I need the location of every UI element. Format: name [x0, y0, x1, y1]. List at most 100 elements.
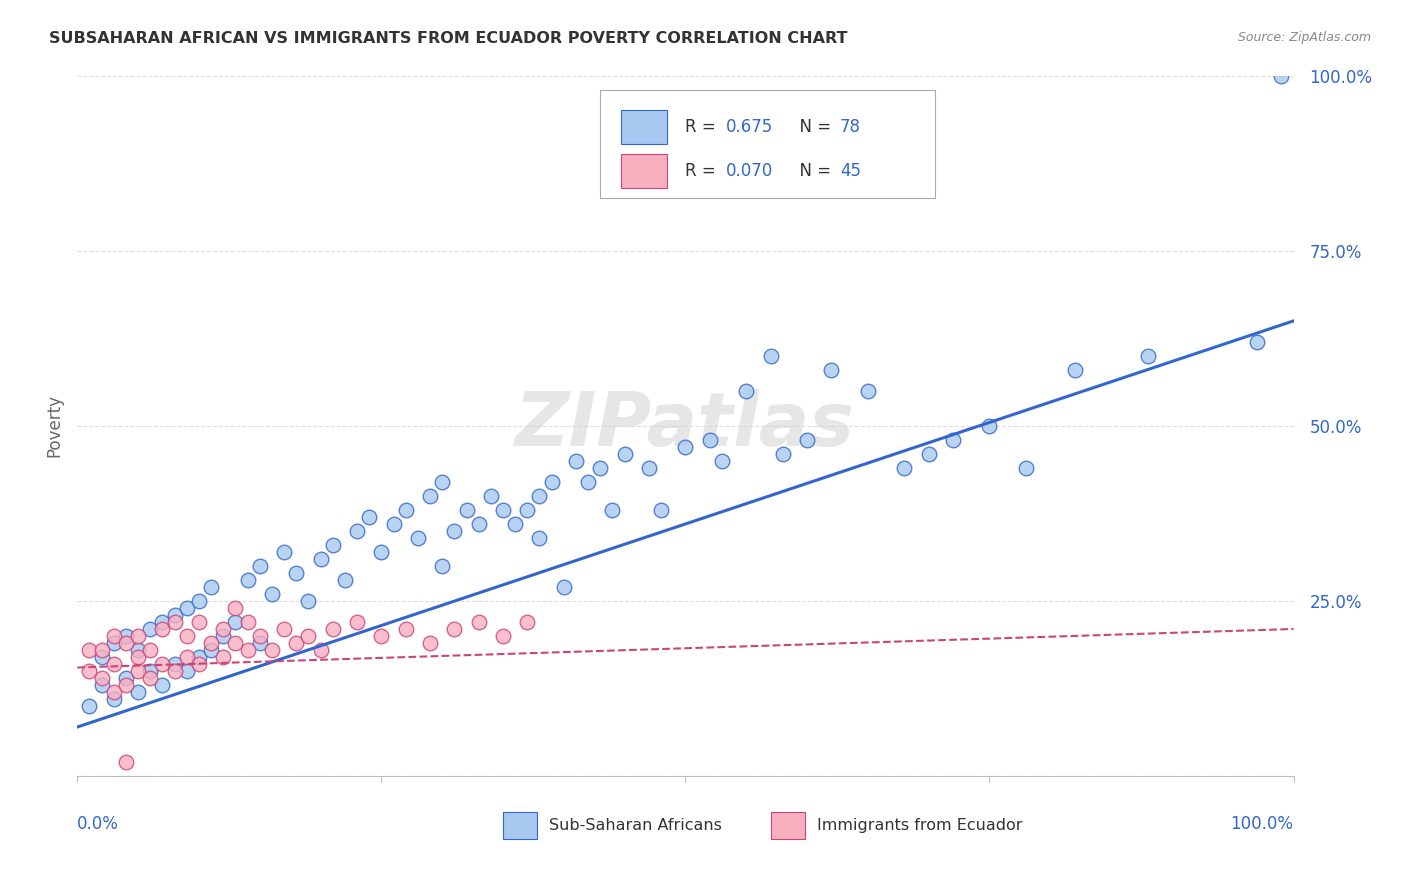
Point	[370, 545, 392, 559]
Point	[176, 629, 198, 643]
FancyBboxPatch shape	[621, 110, 668, 144]
Point	[1136, 349, 1159, 363]
Point	[820, 363, 842, 377]
Text: Sub-Saharan Africans: Sub-Saharan Africans	[550, 818, 723, 833]
Point	[224, 636, 246, 650]
Point	[139, 671, 162, 685]
Point	[188, 615, 211, 629]
Point	[602, 503, 624, 517]
Point	[224, 601, 246, 615]
Point	[212, 650, 235, 665]
Point	[1270, 69, 1292, 83]
Point	[759, 349, 782, 363]
Text: Immigrants from Ecuador: Immigrants from Ecuador	[817, 818, 1022, 833]
Point	[467, 516, 489, 531]
Point	[176, 650, 198, 665]
Point	[479, 489, 502, 503]
Point	[529, 531, 551, 545]
Point	[856, 384, 879, 398]
Point	[152, 622, 174, 636]
Point	[359, 510, 381, 524]
Text: SUBSAHARAN AFRICAN VS IMMIGRANTS FROM ECUADOR POVERTY CORRELATION CHART: SUBSAHARAN AFRICAN VS IMMIGRANTS FROM EC…	[49, 31, 848, 46]
Point	[127, 629, 149, 643]
Point	[492, 629, 515, 643]
Point	[163, 615, 186, 629]
Point	[613, 447, 636, 461]
Point	[127, 664, 149, 678]
Point	[260, 643, 283, 657]
Point	[103, 692, 125, 706]
Point	[346, 524, 368, 538]
Point	[419, 636, 441, 650]
Point	[456, 503, 478, 517]
Point	[103, 629, 125, 643]
Point	[565, 454, 588, 468]
Point	[675, 440, 697, 454]
Point	[297, 629, 319, 643]
Point	[188, 594, 211, 608]
Point	[115, 678, 138, 692]
Point	[139, 664, 162, 678]
Point	[370, 629, 392, 643]
Point	[406, 531, 429, 545]
Point	[188, 650, 211, 665]
Point	[79, 664, 101, 678]
Point	[893, 461, 915, 475]
Point	[176, 601, 198, 615]
Point	[224, 615, 246, 629]
Text: 45: 45	[839, 162, 860, 180]
Point	[200, 636, 222, 650]
FancyBboxPatch shape	[621, 154, 668, 188]
Text: 78: 78	[839, 118, 860, 136]
Point	[297, 594, 319, 608]
Point	[163, 664, 186, 678]
Point	[589, 461, 612, 475]
Point	[163, 657, 186, 671]
Point	[553, 580, 575, 594]
Point	[127, 685, 149, 699]
FancyBboxPatch shape	[600, 90, 935, 198]
Text: 0.0%: 0.0%	[77, 814, 120, 832]
Point	[90, 678, 112, 692]
Point	[115, 671, 138, 685]
Y-axis label: Poverty: Poverty	[45, 394, 63, 458]
Point	[1246, 334, 1268, 349]
Point	[188, 657, 211, 671]
Point	[918, 447, 941, 461]
Point	[260, 587, 283, 601]
Point	[638, 461, 661, 475]
Point	[152, 615, 174, 629]
FancyBboxPatch shape	[503, 813, 537, 839]
Point	[139, 643, 162, 657]
Point	[273, 622, 295, 636]
Point	[163, 607, 186, 622]
Point	[443, 622, 465, 636]
Point	[249, 636, 271, 650]
Point	[309, 643, 332, 657]
Point	[212, 622, 235, 636]
Point	[273, 545, 295, 559]
Point	[103, 636, 125, 650]
Point	[90, 643, 112, 657]
Point	[1063, 363, 1085, 377]
Point	[382, 516, 405, 531]
Point	[249, 558, 271, 574]
Point	[139, 622, 162, 636]
Point	[103, 685, 125, 699]
Point	[236, 573, 259, 587]
Point	[492, 503, 515, 517]
Point	[516, 615, 538, 629]
Point	[540, 475, 562, 489]
Point	[152, 678, 174, 692]
Point	[735, 384, 758, 398]
Point	[322, 622, 344, 636]
Point	[236, 643, 259, 657]
Point	[333, 573, 356, 587]
Point	[529, 489, 551, 503]
Point	[979, 418, 1001, 433]
Text: 100.0%: 100.0%	[1230, 814, 1294, 832]
Point	[346, 615, 368, 629]
Text: 0.070: 0.070	[725, 162, 773, 180]
Point	[710, 454, 733, 468]
Point	[79, 643, 101, 657]
